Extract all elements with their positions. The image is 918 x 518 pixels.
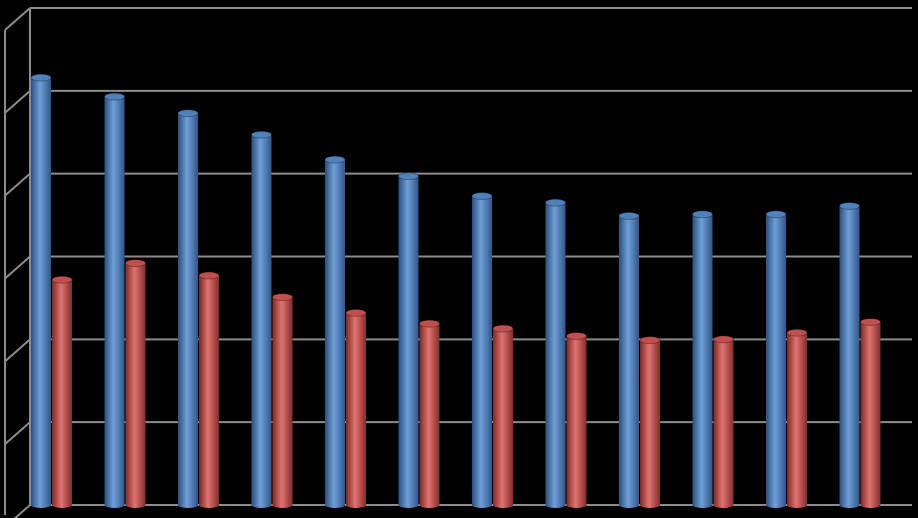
bar	[31, 77, 51, 505]
bar-top	[198, 271, 220, 280]
grid-line-side	[13, 504, 31, 518]
bar-base	[472, 502, 492, 508]
bar-base	[619, 502, 639, 508]
grid-line-side	[4, 90, 31, 114]
bar-base	[640, 502, 660, 508]
bar	[493, 328, 513, 505]
bar-top	[692, 210, 713, 219]
bar-top	[639, 336, 661, 345]
bar-base	[692, 502, 713, 508]
bar	[545, 202, 566, 506]
bar-base	[713, 502, 734, 508]
bar-base	[346, 502, 366, 508]
bar-top	[471, 192, 493, 201]
bar-base	[52, 502, 72, 508]
bar	[52, 279, 72, 505]
bar-base	[31, 502, 51, 508]
bar	[713, 339, 734, 505]
bar	[398, 176, 419, 505]
bar	[419, 323, 440, 505]
bar	[125, 263, 146, 505]
bar-base	[325, 502, 345, 508]
bar	[787, 332, 807, 505]
bar	[640, 340, 660, 505]
bar	[178, 113, 198, 505]
bar-top	[618, 211, 640, 220]
bar-top	[345, 308, 367, 317]
bar-top	[765, 210, 787, 219]
bar-base	[178, 502, 198, 508]
bar-top	[251, 130, 272, 139]
bar-top	[104, 92, 125, 101]
bar-top	[786, 328, 808, 337]
bar	[325, 159, 345, 505]
bar	[766, 214, 786, 505]
bar-base	[125, 502, 146, 508]
bar-base	[566, 502, 587, 508]
grid-line-side	[4, 7, 31, 31]
bar	[839, 205, 860, 505]
bar-top	[324, 155, 346, 164]
bar	[104, 96, 125, 506]
bar-base	[839, 502, 860, 508]
bar	[472, 196, 492, 505]
bar	[272, 297, 293, 505]
bar	[860, 321, 881, 505]
bar-base	[419, 502, 440, 508]
bar-base	[272, 502, 293, 508]
bar-top	[860, 317, 881, 326]
bar-top	[125, 259, 146, 268]
bar-top	[177, 109, 199, 118]
bar-top	[398, 172, 419, 181]
grid-line-side	[4, 255, 31, 280]
bar-top	[30, 73, 52, 82]
bar-top	[419, 319, 440, 328]
bar-top	[545, 198, 566, 207]
bar-top	[51, 275, 73, 284]
bar-base	[766, 502, 786, 508]
grid-line-side	[4, 172, 31, 197]
grid-line-side	[4, 338, 31, 363]
bar-top	[492, 324, 514, 333]
bar	[566, 336, 587, 505]
bar-base	[787, 502, 807, 508]
bar	[692, 214, 713, 505]
bar	[199, 275, 219, 505]
bar-base	[493, 502, 513, 508]
bar-base	[199, 502, 219, 508]
bar-base	[398, 502, 419, 508]
bar-base	[251, 502, 272, 508]
bar-top	[839, 201, 860, 210]
bar	[619, 215, 639, 505]
grid-line-side	[4, 421, 31, 445]
bar-top	[272, 293, 293, 302]
bar-top	[566, 332, 587, 341]
bar-top	[713, 335, 734, 344]
bar-base	[545, 502, 566, 508]
bar	[251, 134, 272, 506]
bar-base	[860, 502, 881, 508]
bar	[346, 312, 366, 505]
bar-base	[104, 502, 125, 508]
